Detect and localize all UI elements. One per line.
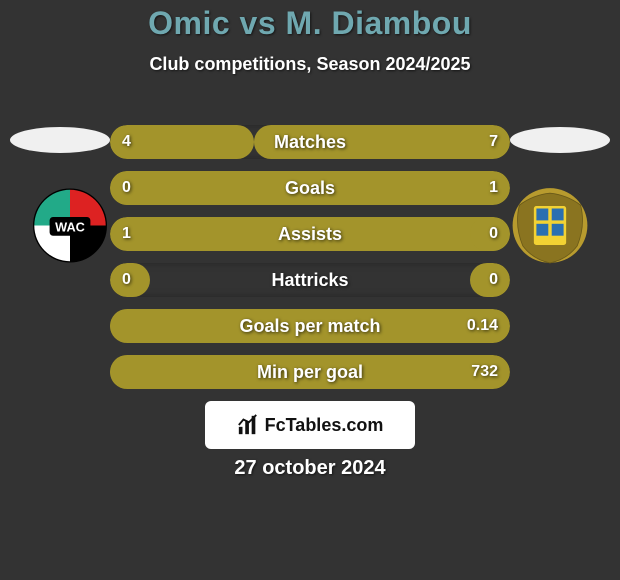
player-photo-left <box>10 127 110 153</box>
stat-value-right: 7 <box>489 125 498 159</box>
stat-value-right: 1 <box>489 171 498 205</box>
stat-row-assists: 1 Assists 0 <box>110 217 510 251</box>
stat-label: Goals <box>110 171 510 205</box>
stat-label: Goals per match <box>110 309 510 343</box>
stat-value-right: 0 <box>489 263 498 297</box>
svg-text:WAC: WAC <box>55 219 85 234</box>
stats-bars: 4 Matches 7 0 Goals 1 1 Assists 0 0 Hatt… <box>110 125 510 401</box>
club-badge-right <box>500 183 600 268</box>
stat-row-goals: 0 Goals 1 <box>110 171 510 205</box>
stat-row-mpg: Min per goal 732 <box>110 355 510 389</box>
stat-value-right: 0.14 <box>467 309 498 343</box>
club-badge-left: WAC <box>20 183 120 268</box>
stat-value-right: 0 <box>489 217 498 251</box>
stat-label: Min per goal <box>110 355 510 389</box>
watermark: FcTables.com <box>205 401 415 449</box>
subtitle: Club competitions, Season 2024/2025 <box>0 54 620 75</box>
stat-row-gpm: Goals per match 0.14 <box>110 309 510 343</box>
chart-icon <box>237 414 259 436</box>
comparison-infographic: Omic vs M. Diambou Club competitions, Se… <box>0 5 620 580</box>
page-title: Omic vs M. Diambou <box>0 5 620 42</box>
stat-label: Hattricks <box>110 263 510 297</box>
stat-label: Assists <box>110 217 510 251</box>
watermark-text: FcTables.com <box>265 415 384 436</box>
player-photo-right <box>510 127 610 153</box>
stat-row-hattricks: 0 Hattricks 0 <box>110 263 510 297</box>
stat-value-right: 732 <box>471 355 498 389</box>
stat-row-matches: 4 Matches 7 <box>110 125 510 159</box>
date-text: 27 october 2024 <box>0 457 620 480</box>
stat-label: Matches <box>110 125 510 159</box>
